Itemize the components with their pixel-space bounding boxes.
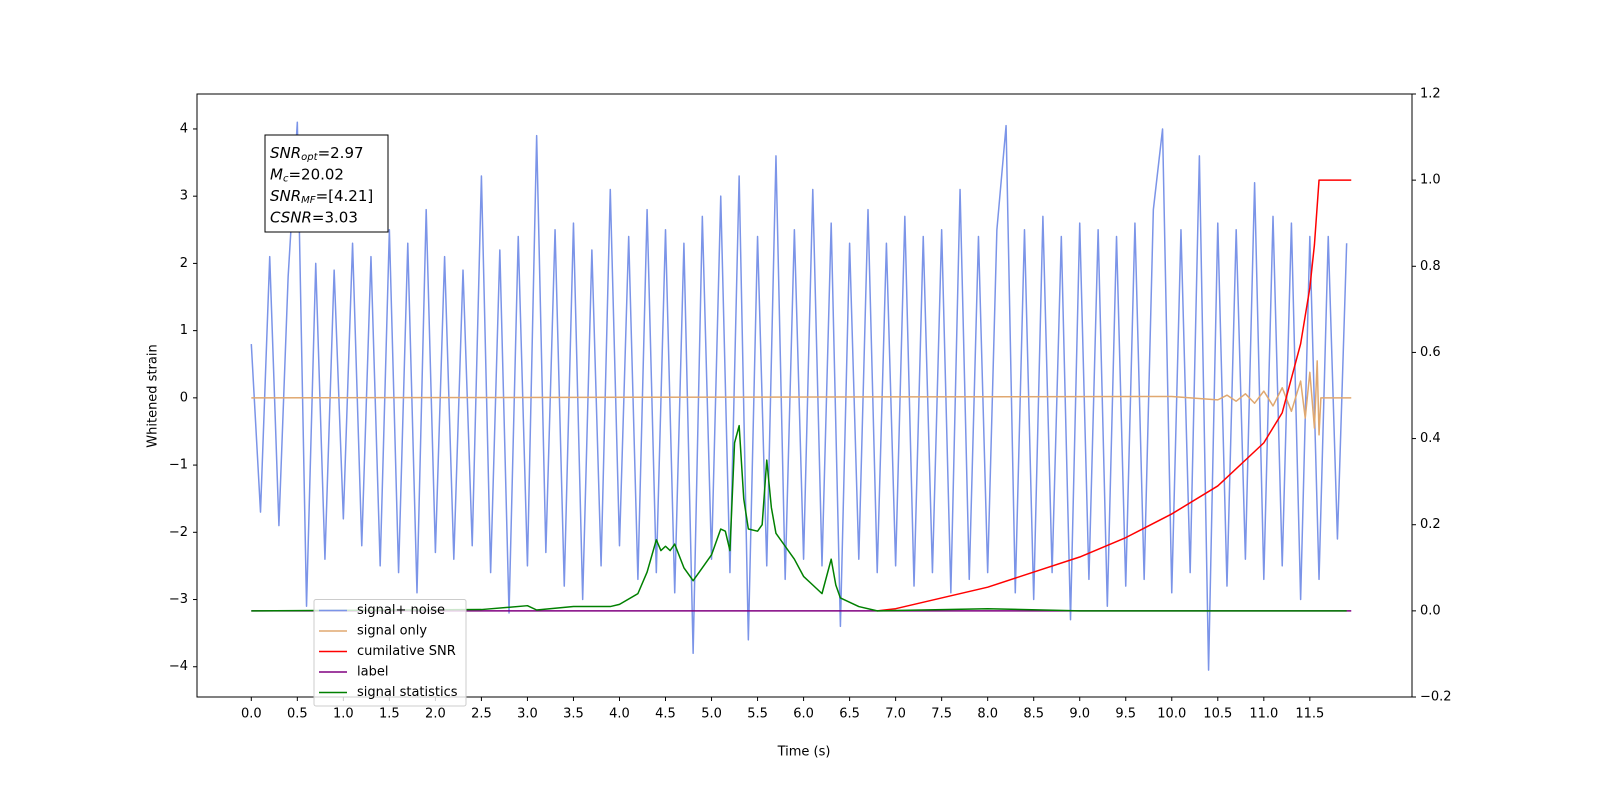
legend-label: signal only — [357, 624, 427, 639]
x-tick-label: 8.0 — [977, 707, 998, 722]
x-tick-label: 0.5 — [287, 707, 308, 722]
annotation-value: =3.03 — [312, 208, 358, 226]
annotation-value: =[4.21] — [316, 187, 374, 205]
y-axis-label: Whitened strain — [146, 344, 161, 447]
x-tick-label: 6.0 — [793, 707, 814, 722]
x-tick-label: 9.0 — [1069, 707, 1090, 722]
x-tick-label: 4.0 — [609, 707, 630, 722]
annotation-value: =20.02 — [288, 165, 344, 183]
annotation-line: CSNR=3.03 — [270, 208, 358, 226]
x-tick-label: 11.0 — [1249, 707, 1278, 722]
legend-label: signal+ noise — [357, 603, 445, 618]
annotation-subscript: c — [283, 174, 289, 185]
y-tick-label: 4 — [180, 121, 188, 136]
y2-tick-label: 0.2 — [1420, 517, 1441, 532]
y-tick-label: 1 — [180, 323, 188, 338]
y-tick-label: 3 — [180, 189, 188, 204]
y-tick-label: 2 — [180, 256, 188, 271]
legend-label: cumilative SNR — [357, 644, 456, 659]
y2-tick-label: −0.2 — [1420, 690, 1452, 705]
series-line — [251, 360, 1352, 436]
x-tick-label: 11.5 — [1295, 707, 1324, 722]
x-tick-label: 2.5 — [471, 707, 492, 722]
annotation-subscript: opt — [301, 152, 318, 163]
y-tick-label: −4 — [169, 659, 188, 674]
annotation-subscript: MF — [301, 195, 316, 206]
legend-label: label — [357, 665, 388, 680]
series-line — [250, 121, 1348, 671]
x-tick-label: 4.5 — [655, 707, 676, 722]
legend-label: signal statistics — [357, 685, 458, 700]
annotation-symbol: CSNR — [270, 208, 312, 226]
x-tick-label: 6.5 — [839, 707, 860, 722]
x-tick-label: 10.5 — [1203, 707, 1232, 722]
x-tick-label: 5.5 — [747, 707, 768, 722]
annotation-symbol: SNR — [270, 187, 301, 205]
annotation-symbol: SNR — [270, 144, 301, 162]
x-tick-label: 8.5 — [1023, 707, 1044, 722]
x-tick-label: 7.0 — [885, 707, 906, 722]
x-tick-label: 9.5 — [1115, 707, 1136, 722]
series-line — [877, 179, 1352, 612]
x-tick-label: 3.5 — [563, 707, 584, 722]
x-tick-label: 3.0 — [517, 707, 538, 722]
legend-box — [313, 599, 467, 707]
annotation-line: SNRopt=2.97 — [270, 144, 364, 164]
x-tick-label: 1.0 — [333, 707, 354, 722]
x-tick-label: 5.0 — [701, 707, 722, 722]
y-tick-label: 0 — [180, 390, 188, 405]
series-line — [251, 424, 1347, 612]
annotation-box — [264, 134, 389, 233]
y2-tick-label: 1.0 — [1420, 173, 1441, 188]
annotation-line: Mc=20.02 — [270, 165, 344, 185]
annotation-value: =2.97 — [318, 144, 364, 162]
y2-tick-label: 0.4 — [1420, 431, 1441, 446]
x-axis-label: Time (s) — [777, 745, 831, 760]
y-tick-label: −3 — [169, 592, 188, 607]
y2-tick-label: 0.6 — [1420, 345, 1441, 360]
y-tick-label: −1 — [169, 458, 188, 473]
annotation-line: SNRMF=[4.21] — [270, 187, 373, 207]
x-tick-label: 7.5 — [931, 707, 952, 722]
x-tick-label: 2.0 — [425, 707, 446, 722]
x-tick-label: 10.0 — [1157, 707, 1186, 722]
plot-frame — [196, 93, 1413, 698]
y-tick-label: −2 — [169, 525, 188, 540]
x-tick-label: 1.5 — [379, 707, 400, 722]
y2-tick-label: 0.8 — [1420, 259, 1441, 274]
y2-tick-label: 0.0 — [1420, 603, 1441, 618]
x-tick-label: 0.0 — [241, 707, 262, 722]
annotation-symbol: M — [270, 165, 283, 183]
y2-tick-label: 1.2 — [1420, 87, 1441, 102]
